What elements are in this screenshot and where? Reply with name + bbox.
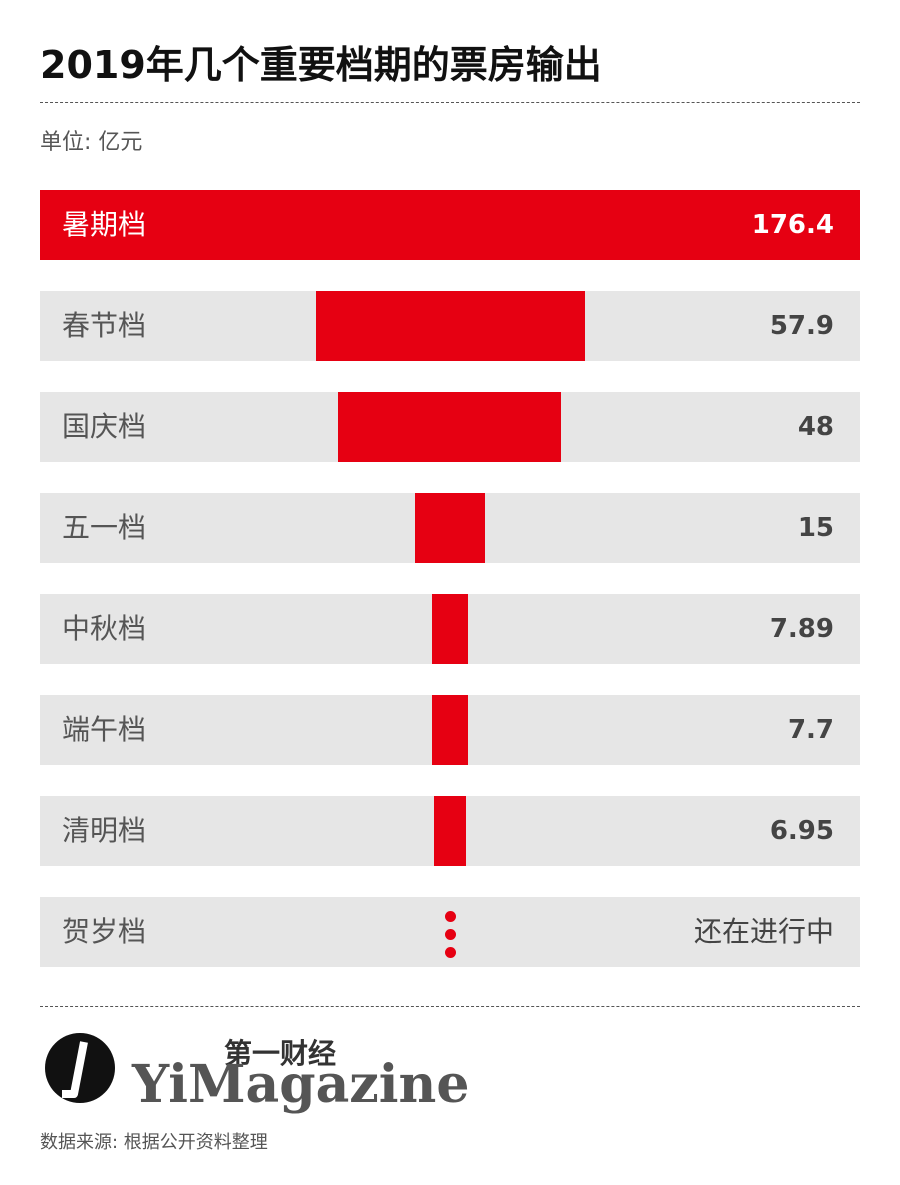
chart-row: 五一档 15 xyxy=(40,493,860,563)
logo-english-name: YiMagazine xyxy=(132,1054,470,1115)
category-label: 端午档 xyxy=(62,713,147,746)
category-label: 中秋档 xyxy=(62,612,147,645)
value-label: 15 xyxy=(797,513,834,543)
logo-one-glyph xyxy=(62,1041,88,1098)
bar xyxy=(431,594,469,664)
category-label: 贺岁档 xyxy=(62,915,147,948)
category-label: 五一档 xyxy=(62,511,147,544)
value-label: 48 xyxy=(797,412,834,442)
value-label: 6.95 xyxy=(769,816,834,846)
category-label: 清明档 xyxy=(62,814,147,847)
logo-chinese-name: 第一财经 xyxy=(224,1037,337,1070)
data-source: 数据来源: 根据公开资料整理 xyxy=(40,1132,268,1153)
bar xyxy=(338,392,562,462)
category-label: 春节档 xyxy=(62,309,147,342)
yimagazine-logo xyxy=(45,1033,115,1103)
chart-row: 端午档 7.7 xyxy=(40,695,860,765)
value-label: 176.4 xyxy=(751,210,834,240)
bar-chart: 暑期档 176.4 春节档 57.9 国庆档 48 五一档 15 中秋档 7.89 端午档 7.7 清明… xyxy=(40,190,860,998)
chart-row: 中秋档 7.89 xyxy=(40,594,860,664)
category-label: 暑期档 xyxy=(62,208,147,241)
value-label: 7.7 xyxy=(787,715,834,745)
chart-row: 春节档 57.9 xyxy=(40,291,860,361)
bar xyxy=(433,796,467,866)
value-label: 57.9 xyxy=(769,311,834,341)
chart-row: 暑期档 176.4 xyxy=(40,190,860,260)
bar xyxy=(415,493,485,563)
value-label: 还在进行中 xyxy=(693,915,834,948)
chart-title: 2019年几个重要档期的票房输出 xyxy=(40,43,602,87)
ellipsis-dot-icon xyxy=(444,929,456,940)
chart-row: 清明档 6.95 xyxy=(40,796,860,866)
ellipsis-dot-icon xyxy=(444,911,456,922)
top-divider xyxy=(40,102,860,103)
unit-label: 单位: 亿元 xyxy=(40,130,143,155)
ellipsis-dot-icon xyxy=(444,947,456,958)
category-label: 国庆档 xyxy=(62,410,147,443)
bar xyxy=(315,291,585,361)
bottom-divider xyxy=(40,1006,860,1007)
chart-row: 贺岁档 还在进行中 xyxy=(40,897,860,967)
bar xyxy=(432,695,468,765)
chart-row: 国庆档 48 xyxy=(40,392,860,462)
value-label: 7.89 xyxy=(769,614,834,644)
